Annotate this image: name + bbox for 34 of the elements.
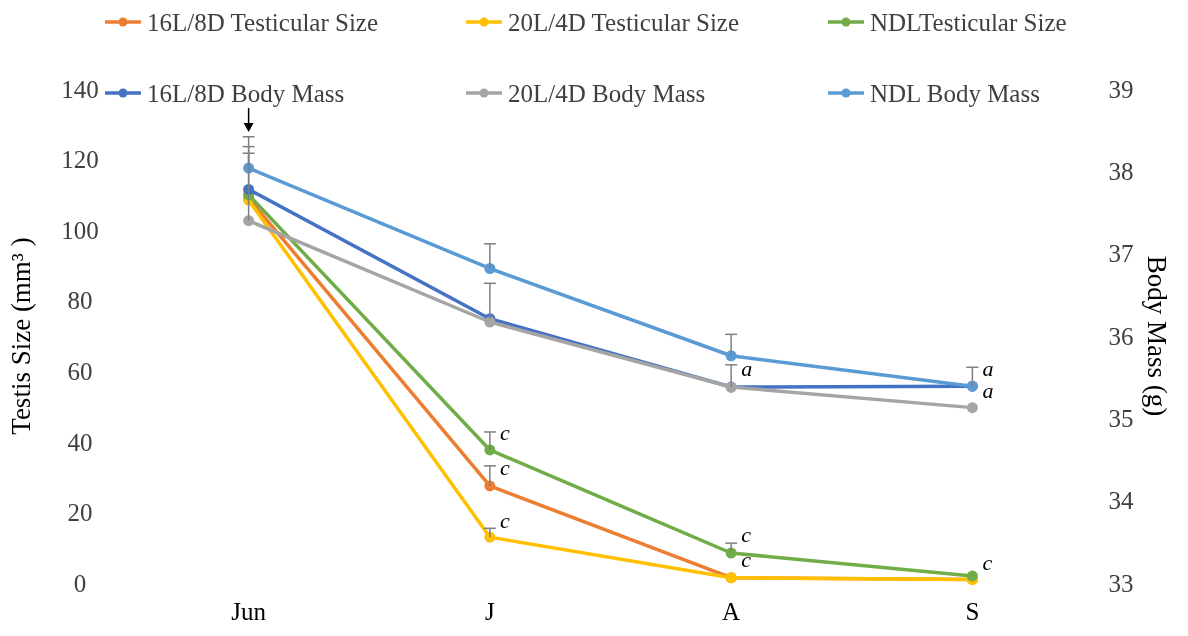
y2-axis-title: Body Mass (g) <box>1142 255 1172 417</box>
legend-label: 16L/8D Body Mass <box>147 79 345 107</box>
annotation: c <box>499 455 510 481</box>
legend-label: NDL Body Mass <box>870 79 1040 107</box>
y-tick-label: 140 <box>61 75 99 103</box>
y2-tick-label: 39 <box>1108 75 1134 103</box>
y2-tick-label: 38 <box>1108 158 1134 186</box>
y-tick-label: 0 <box>73 569 87 597</box>
y-tick-label: 100 <box>61 216 99 244</box>
annotation: c <box>741 522 752 548</box>
x-tick-label: J <box>485 598 496 625</box>
y-tick-label: 40 <box>67 428 93 456</box>
legend-label: NDLTesticular Size <box>870 8 1067 36</box>
x-tick-label: Jun <box>231 598 267 625</box>
y-tick-label: 120 <box>61 146 99 174</box>
x-tick-label: S <box>965 598 980 625</box>
y2-tick-label: 33 <box>1108 569 1134 597</box>
y2-tick-label: 34 <box>1108 487 1134 515</box>
y2-tick-label: 37 <box>1108 240 1134 268</box>
annotation: c <box>982 550 993 576</box>
legend-label: 20L/4D Body Mass <box>508 79 706 107</box>
y2-tick-label: 35 <box>1108 405 1134 433</box>
y-tick-label: 20 <box>67 499 93 527</box>
y-tick-label: 60 <box>67 358 93 386</box>
annotation: c <box>499 508 510 534</box>
annotation: c <box>499 419 510 445</box>
y-tick-label: 80 <box>67 287 93 315</box>
legend-label: 20L/4D Testicular Size <box>508 8 740 36</box>
legend-label: 16L/8D Testicular Size <box>147 8 379 36</box>
annotation: c <box>741 546 752 572</box>
y2-tick-label: 36 <box>1108 322 1134 350</box>
y-axis-title: Testis Size (mm³ ) <box>6 237 36 435</box>
x-tick-label: A <box>722 598 741 625</box>
annotation: a <box>741 356 753 382</box>
